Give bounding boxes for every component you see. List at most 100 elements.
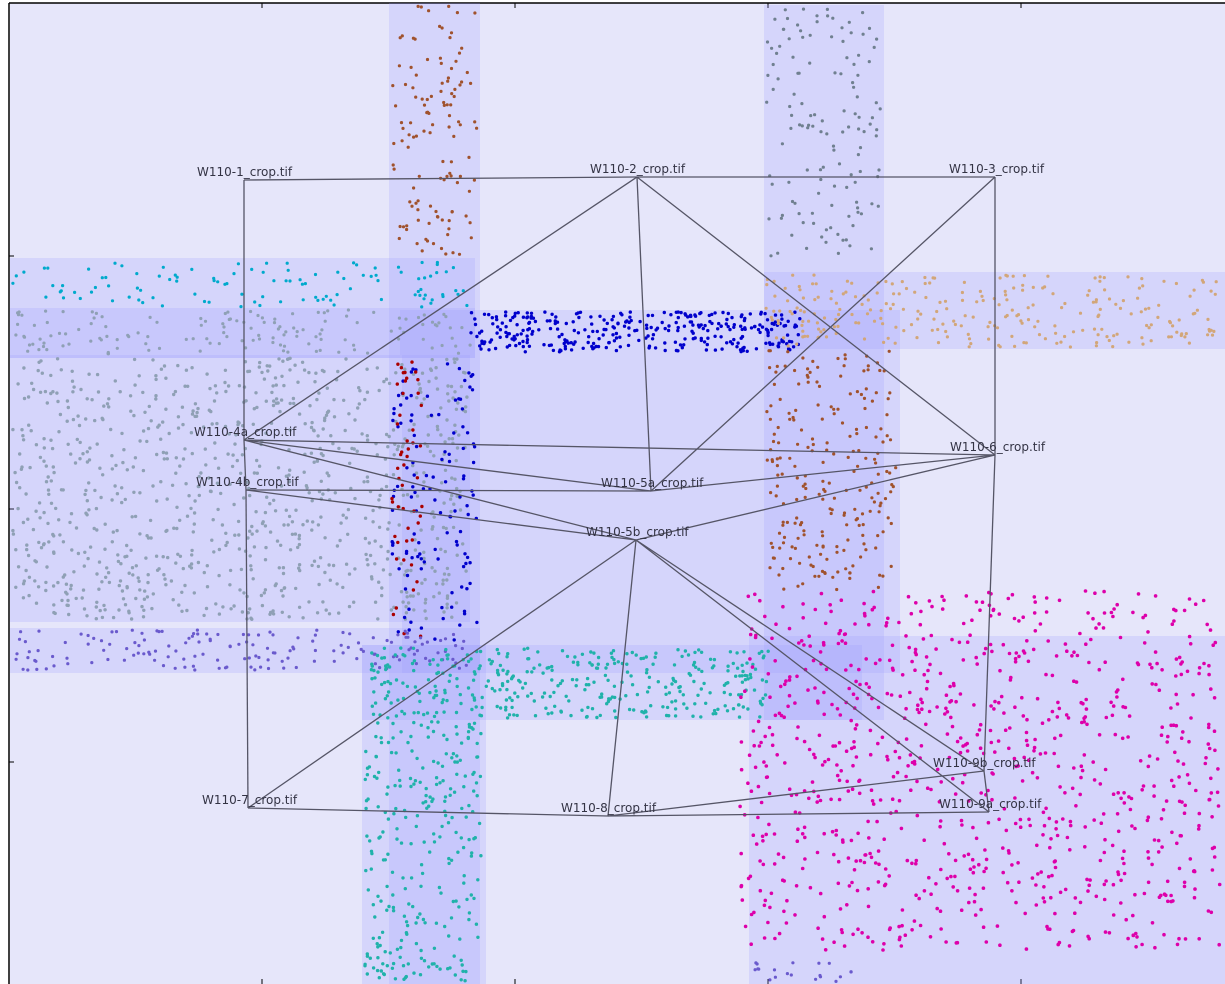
point — [364, 868, 368, 873]
point — [763, 898, 768, 903]
point — [852, 745, 856, 749]
point — [799, 308, 803, 312]
point — [413, 37, 417, 41]
point — [1207, 663, 1211, 668]
point — [885, 434, 889, 438]
point — [397, 64, 401, 68]
point — [863, 853, 868, 857]
point — [821, 534, 825, 538]
point — [941, 322, 945, 326]
point — [343, 338, 347, 342]
point — [365, 773, 370, 777]
point — [530, 332, 534, 336]
point — [592, 651, 596, 655]
point — [338, 538, 342, 543]
point — [458, 495, 462, 499]
point — [532, 699, 536, 703]
point — [845, 279, 850, 283]
point — [801, 35, 805, 39]
point — [416, 315, 421, 320]
point — [14, 480, 19, 485]
point — [743, 689, 747, 693]
point — [1063, 334, 1067, 339]
point — [930, 328, 934, 332]
point — [866, 819, 870, 824]
point — [1217, 942, 1221, 947]
point — [1119, 878, 1123, 883]
point — [888, 307, 893, 311]
point — [250, 267, 254, 271]
point — [1118, 635, 1123, 640]
point — [301, 298, 305, 302]
point — [445, 103, 449, 107]
point — [1155, 661, 1159, 666]
point — [870, 799, 875, 803]
point — [1212, 696, 1217, 700]
point — [731, 707, 736, 711]
point — [346, 532, 350, 536]
point — [1072, 766, 1076, 770]
point — [370, 704, 374, 708]
point — [724, 322, 728, 326]
point — [584, 683, 589, 687]
point — [1206, 317, 1210, 321]
point — [415, 396, 419, 400]
point — [454, 710, 459, 715]
point — [321, 297, 325, 301]
point — [772, 832, 777, 836]
point — [526, 646, 530, 650]
point — [52, 610, 56, 615]
point — [423, 601, 427, 605]
point — [409, 370, 414, 374]
point — [767, 822, 771, 827]
point — [823, 489, 827, 493]
point — [936, 327, 940, 332]
point — [788, 456, 792, 460]
point — [260, 370, 264, 375]
point — [732, 325, 736, 329]
point — [701, 326, 705, 331]
point — [564, 694, 568, 698]
point — [513, 691, 517, 695]
point — [556, 684, 560, 688]
point — [495, 704, 499, 709]
point — [763, 614, 767, 619]
point — [1041, 896, 1046, 900]
point — [818, 798, 823, 803]
point — [40, 371, 44, 375]
point — [683, 337, 687, 341]
point — [480, 695, 484, 700]
point — [455, 760, 459, 764]
point — [854, 427, 859, 431]
point — [166, 655, 170, 659]
point — [448, 673, 452, 677]
point — [396, 466, 400, 470]
point — [1024, 730, 1029, 735]
point — [883, 497, 888, 501]
point — [457, 905, 461, 909]
point — [479, 347, 483, 351]
point — [349, 486, 353, 491]
point — [137, 298, 141, 302]
point — [445, 531, 449, 535]
point — [1141, 784, 1146, 788]
point — [454, 601, 459, 605]
point — [845, 523, 849, 527]
point — [248, 554, 252, 558]
point — [437, 412, 441, 417]
point — [791, 415, 795, 420]
point — [438, 781, 442, 785]
point — [316, 310, 320, 314]
point — [830, 35, 834, 39]
point — [799, 29, 803, 33]
point — [136, 331, 140, 335]
point — [326, 309, 330, 313]
point — [127, 609, 131, 613]
point — [403, 887, 407, 891]
point — [823, 948, 828, 952]
point — [455, 486, 459, 491]
point — [1003, 728, 1008, 732]
point — [418, 293, 422, 297]
point — [445, 174, 449, 178]
point — [853, 507, 857, 511]
